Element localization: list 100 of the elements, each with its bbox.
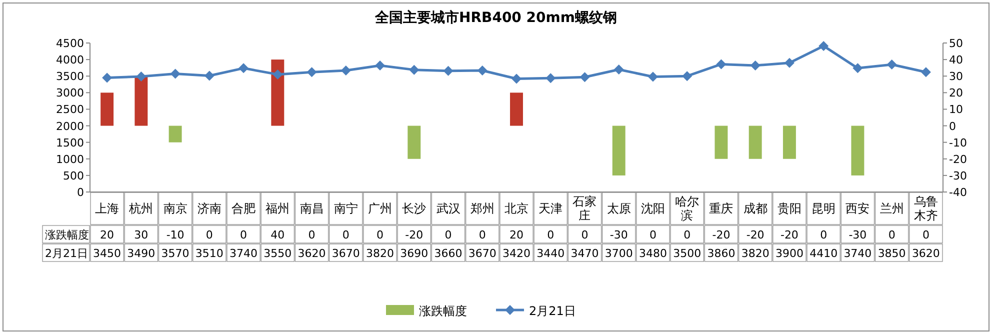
data-label: 20: [100, 228, 114, 242]
point: [818, 40, 829, 51]
data-label: 0: [342, 228, 350, 242]
point: [170, 68, 180, 79]
data-label: 3450: [93, 246, 122, 260]
bar: [782, 126, 796, 159]
x-tick-label: 北京: [504, 202, 528, 216]
point: [512, 74, 522, 84]
x-tick-label: 重庆: [709, 202, 734, 216]
data-label: 3620: [912, 246, 940, 260]
bar: [510, 92, 523, 126]
data-label: 3820: [741, 246, 770, 260]
bar: [748, 126, 762, 159]
data-label: 0: [922, 228, 930, 242]
y2-tick-label: 0: [949, 120, 956, 133]
data-label: 30: [134, 228, 148, 242]
x-tick-label: 石家庄: [572, 194, 597, 222]
point: [580, 72, 590, 82]
data-label: 4410: [810, 246, 838, 260]
x-tick-label: 哈尔滨: [675, 194, 700, 222]
point: [102, 72, 112, 83]
point: [238, 63, 249, 74]
y2-tick-label: -30: [949, 169, 967, 182]
bar: [612, 126, 626, 176]
y2-tick-label: -10: [949, 136, 967, 150]
point: [477, 65, 488, 76]
y-tick-label: 4500: [56, 37, 84, 50]
data-label: 3670: [468, 246, 496, 260]
legend-label: 2月21日: [529, 304, 576, 318]
data-label: 3500: [673, 246, 702, 260]
data-label: 3420: [502, 246, 530, 260]
data-label: 3700: [604, 246, 633, 260]
x-tick-label: 兰州: [880, 202, 904, 216]
data-label: 3670: [332, 246, 360, 260]
y2-tick-label: 50: [949, 37, 963, 50]
x-tick-label: 成都: [743, 202, 768, 216]
x-tick-label: 西安: [846, 202, 870, 216]
data-label: 40: [270, 228, 285, 242]
x-tick-label: 杭州: [128, 202, 154, 216]
data-label: -20: [712, 228, 730, 242]
data-label: 0: [308, 228, 316, 242]
y2-tick-label: -20: [949, 152, 967, 166]
y-tick-label: 4000: [56, 54, 84, 67]
bar: [271, 60, 284, 126]
x-tick-label: 沈阳: [640, 202, 665, 216]
data-label: 3570: [161, 246, 190, 260]
data-label: 0: [240, 228, 248, 242]
data-label: -30: [610, 228, 628, 242]
bar: [100, 92, 114, 126]
x-tick-label: 武汉: [436, 202, 460, 216]
point: [614, 64, 624, 74]
point: [750, 60, 760, 71]
data-label: 0: [376, 228, 384, 242]
bar: [851, 126, 864, 176]
y-tick-label: 2000: [56, 120, 84, 133]
data-label: 3440: [536, 246, 565, 260]
data-label: 3850: [878, 246, 906, 260]
text: 涨跌幅度: [45, 228, 89, 242]
point: [920, 67, 931, 78]
bar: [168, 126, 182, 142]
data-label: 3490: [127, 246, 156, 260]
y2-tick-label: -40: [949, 186, 967, 199]
data-label: 20: [510, 228, 524, 242]
data-label: 0: [581, 228, 588, 242]
data-label: 3660: [434, 246, 462, 260]
data-label: 3690: [400, 246, 428, 260]
y-tick-label: 0: [77, 186, 84, 199]
y-tick-label: 1500: [56, 136, 84, 150]
x-tick-label: 贵阳: [777, 202, 802, 216]
x-tick-label: 广州: [368, 202, 392, 216]
data-label: -30: [848, 228, 867, 242]
data-label: 3740: [230, 246, 258, 260]
data-label: 0: [888, 228, 896, 242]
x-tick-label: 郑州: [470, 202, 494, 216]
point: [340, 65, 351, 76]
bar: [408, 126, 421, 159]
point: [852, 63, 863, 74]
y-tick-label: 2500: [56, 103, 84, 116]
data-label: 3820: [366, 246, 394, 260]
x-tick-label: 南宁: [334, 202, 358, 216]
data-label: 3860: [707, 246, 736, 260]
data-label: -20: [405, 228, 424, 242]
data-label: 0: [649, 228, 656, 242]
y2-tick-label: 10: [949, 103, 963, 116]
bar: [134, 76, 148, 126]
data-label: 0: [684, 228, 691, 242]
y-tick-label: 500: [63, 169, 84, 182]
legend-label: 涨跌幅度: [419, 304, 467, 318]
y2-tick-label: 30: [949, 70, 963, 84]
data-label: -10: [166, 228, 184, 242]
x-tick-label: 上海: [95, 202, 120, 216]
point: [546, 73, 556, 84]
point: [204, 70, 214, 81]
data-label: 3620: [298, 246, 326, 260]
x-tick-label: 乌鲁木齐: [914, 194, 938, 222]
data-label: 3470: [570, 246, 599, 260]
data-label: -20: [746, 228, 764, 242]
point: [648, 72, 658, 82]
data-label: 3480: [638, 246, 667, 260]
x-tick-label: 南京: [163, 202, 188, 216]
